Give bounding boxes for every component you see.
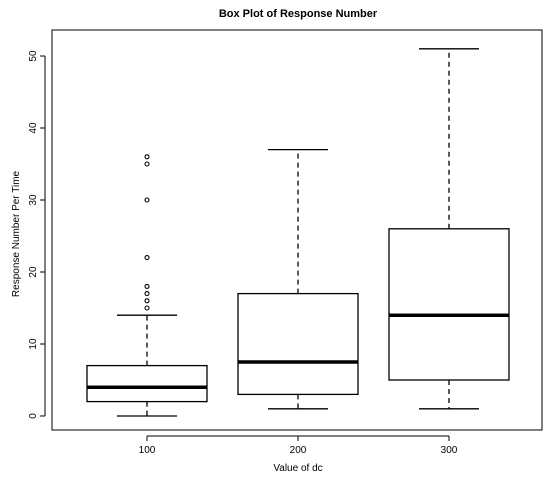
x-tick-label: 100 (139, 445, 156, 456)
chart-title: Box Plot of Response Number (219, 8, 378, 20)
box-series-200 (237, 148, 359, 410)
x-axis: 100 200 300 (139, 435, 458, 456)
outlier-point (144, 255, 150, 261)
outlier-point (144, 283, 150, 289)
y-axis-label: Response Number Per Time (11, 170, 22, 297)
plot-frame (51, 29, 543, 431)
box-series-100 (86, 154, 208, 417)
y-tick-label: 50 (28, 50, 39, 62)
outlier-point (144, 197, 150, 203)
box-iqr (237, 292, 359, 396)
outlier-point (144, 154, 150, 160)
y-tick-label: 40 (28, 122, 39, 134)
box-iqr (388, 228, 510, 381)
y-tick-label: 30 (28, 194, 39, 206)
y-tick-label: 20 (28, 266, 39, 278)
y-tick-label: 0 (28, 413, 39, 419)
x-axis-label: Value of dc (273, 463, 322, 474)
y-axis: 0 10 20 30 40 50 (28, 50, 46, 419)
x-tick-label: 300 (441, 445, 458, 456)
outlier-point (144, 305, 150, 311)
boxes-group (86, 48, 510, 417)
y-tick-label: 10 (28, 338, 39, 350)
outlier-point (144, 291, 150, 297)
outlier-point (144, 161, 150, 167)
box-series-300 (388, 48, 510, 410)
box-iqr (86, 364, 208, 403)
outlier-point (144, 298, 150, 304)
x-tick-label: 200 (290, 445, 307, 456)
